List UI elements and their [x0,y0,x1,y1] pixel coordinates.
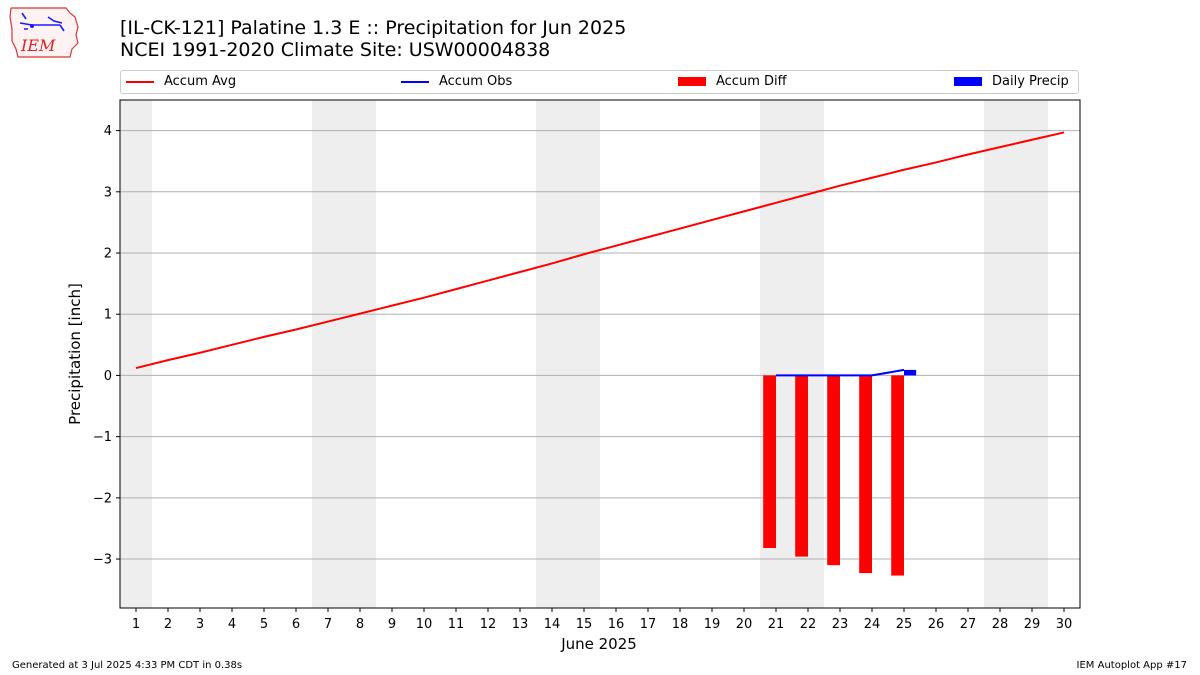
footer-app: IEM Autoplot App #17 [1076,660,1187,671]
x-tick-label: 15 [576,617,593,632]
x-tick-label: 3 [196,617,204,632]
x-tick-label: 12 [480,617,497,632]
y-tick-label: 0 [104,369,112,384]
x-tick-label: 22 [800,617,817,632]
legend-label-daily-precip: Daily Precip [992,74,1069,89]
iem-logo: IEM [9,7,79,58]
legend-item-accum-diff: Accum Diff [678,74,787,89]
x-tick-label: 18 [672,617,689,632]
title-line-2: NCEI 1991-2020 Climate Site: USW00004838 [120,39,551,61]
line-accum-avg [135,131,1065,370]
bar-accum-diff [891,375,904,576]
x-tick-label: 29 [1024,617,1041,632]
legend-item-accum-obs: Accum Obs [401,74,512,89]
weekend-shade-0 [120,100,152,608]
x-axis-label: June 2025 [560,635,637,653]
x-tick-label: 10 [416,617,433,632]
y-tick-label: 2 [104,247,112,262]
x-tick-label: 23 [832,617,849,632]
line-accum-obs [776,368,905,377]
x-tick-label: 25 [896,617,913,632]
x-tick-label: 4 [228,617,236,632]
x-tick-label: 27 [960,617,977,632]
x-tick-label: 26 [928,617,945,632]
legend: Accum Avg Accum Obs Accum Diff Daily Pre… [120,70,1079,94]
weekend-shade-4 [984,100,1048,608]
legend-label-accum-avg: Accum Avg [164,74,237,89]
legend-item-accum-avg: Accum Avg [126,74,236,89]
weekend-shade-1 [312,100,376,608]
plot-frame [119,99,1081,609]
legend-swatch-accum-avg [126,80,154,83]
x-tick-label: 7 [324,617,332,632]
x-tick-label: 5 [260,617,268,632]
bar-daily-precip [904,369,917,376]
x-tick-label: 24 [864,617,881,632]
legend-swatch-accum-obs [401,80,429,83]
x-tick-label: 2 [164,617,172,632]
x-tick-label: 6 [292,617,300,632]
legend-label-accum-diff: Accum Diff [716,74,787,89]
x-tick-label: 9 [388,617,396,632]
y-axis-label: Precipitation [inch] [66,283,84,425]
y-tick-label: −1 [93,430,112,445]
title-line-1: [IL-CK-121] Palatine 1.3 E :: Precipitat… [120,17,627,39]
x-tick-label: 1 [132,617,140,632]
weekend-shade-2 [536,100,600,608]
legend-swatch-daily-precip [954,77,982,86]
x-tick-label: 11 [448,617,465,632]
x-tick-label: 14 [544,617,561,632]
bar-accum-diff [827,375,840,566]
x-tick-label: 8 [356,617,364,632]
x-tick-label: 19 [704,617,721,632]
bar-accum-diff [763,375,776,549]
footer-generated: Generated at 3 Jul 2025 4:33 PM CDT in 0… [12,660,243,671]
x-tick-label: 21 [768,617,785,632]
x-tick-label: 28 [992,617,1009,632]
x-tick-label: 30 [1056,617,1073,632]
legend-swatch-accum-diff [678,77,706,86]
y-tick-label: 4 [104,124,112,139]
legend-label-accum-obs: Accum Obs [439,74,513,89]
x-tick-label: 16 [608,617,625,632]
x-tick-label: 13 [512,617,529,632]
chart-title: [IL-CK-121] Palatine 1.3 E :: Precipitat… [120,17,626,61]
y-tick-label: −3 [93,553,112,568]
legend-item-daily-precip: Daily Precip [954,74,1069,89]
logo-text: IEM [20,36,56,55]
bar-accum-diff [859,375,872,574]
x-tick-label: 17 [640,617,657,632]
y-tick-label: −2 [93,491,112,506]
x-tick-label: 20 [736,617,753,632]
y-tick-label: 3 [104,185,112,200]
y-tick-label: 1 [104,308,112,323]
bar-accum-diff [795,375,808,557]
